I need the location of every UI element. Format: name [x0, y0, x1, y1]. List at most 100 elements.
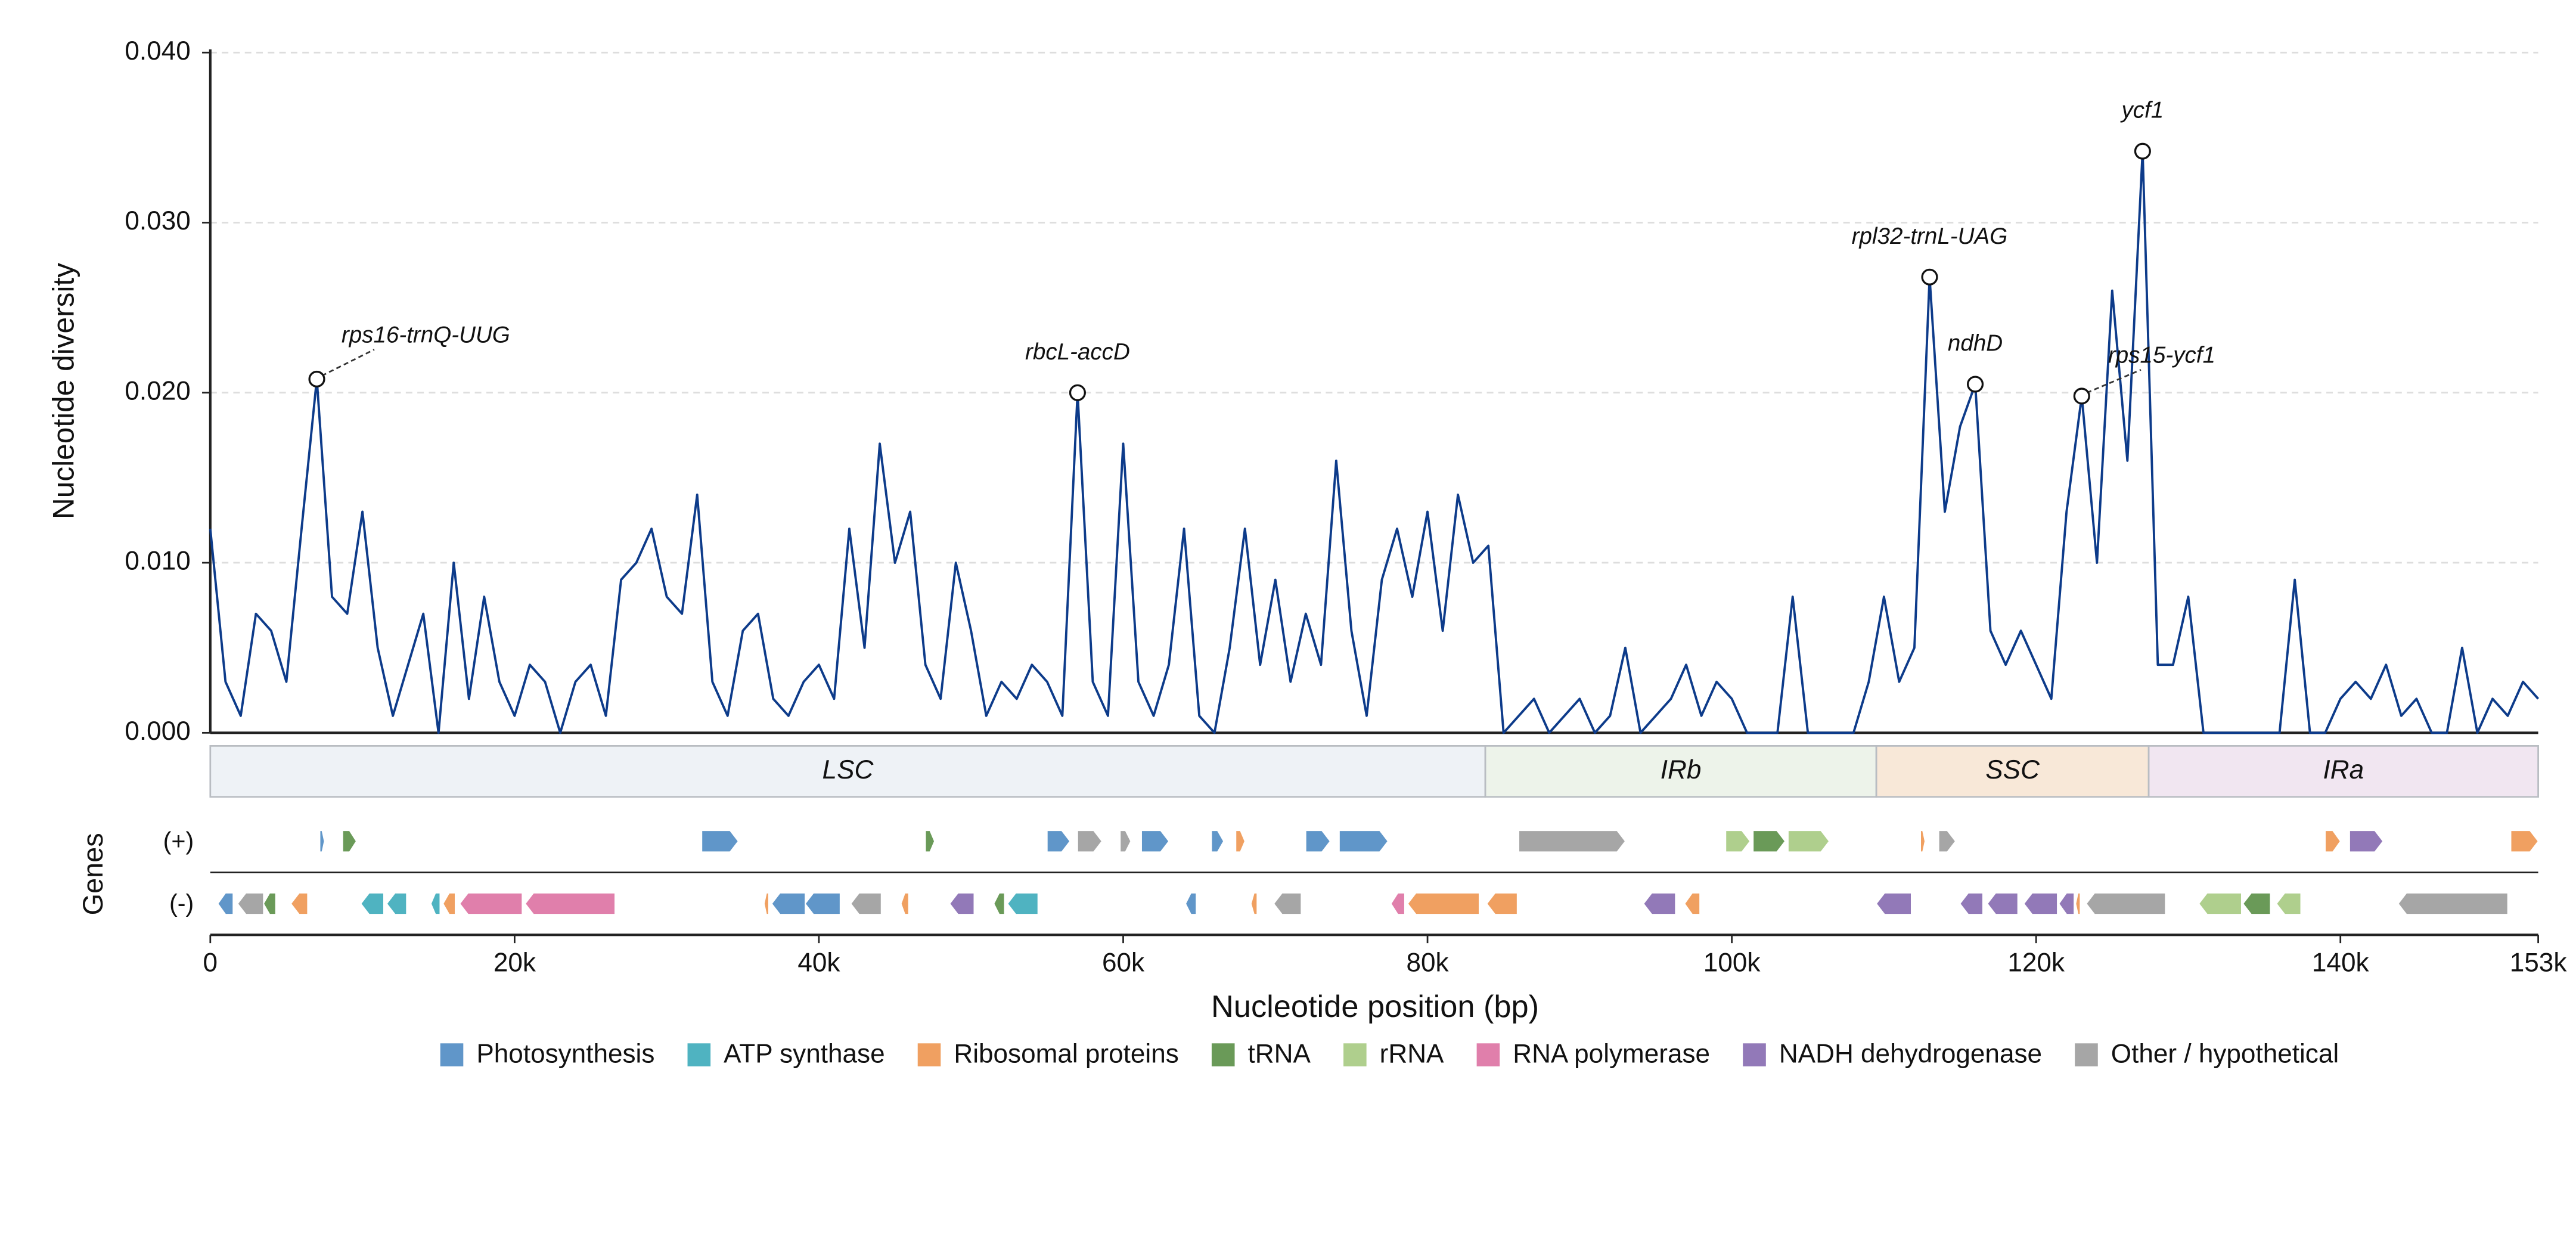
gene	[1141, 830, 1170, 852]
gene	[1119, 830, 1132, 852]
gene	[949, 892, 975, 915]
gene	[850, 892, 882, 915]
annotation-point	[2073, 387, 2090, 405]
legend-label: ATP synthase	[724, 1040, 884, 1069]
diversity-line	[209, 150, 2540, 734]
gene	[459, 892, 523, 915]
gene	[2324, 830, 2341, 852]
legend-swatch	[440, 1043, 464, 1066]
gene	[1390, 892, 1405, 915]
gene	[1876, 892, 1912, 915]
y-tick-label: 0.020	[125, 376, 190, 405]
gene	[1787, 830, 1830, 852]
annotation-label: rpl32-trnL-UAG	[1852, 224, 2008, 249]
x-tick-label: 40k	[797, 948, 840, 978]
gene	[386, 892, 407, 915]
region-label: LSC	[823, 755, 874, 784]
legend-swatch	[1343, 1043, 1367, 1066]
y-tick-label: 0.010	[125, 547, 190, 576]
y-tick-label: 0.040	[125, 36, 190, 66]
annotation-leader	[2086, 369, 2142, 394]
strand-label: (+)	[163, 827, 194, 855]
gene	[2075, 892, 2081, 915]
annotation-point	[1069, 384, 1086, 401]
legend-swatch	[687, 1043, 711, 1066]
y-tick-label: 0.030	[125, 206, 190, 235]
x-tick-label: 60k	[1102, 948, 1145, 978]
gene	[290, 892, 309, 915]
gene	[360, 892, 384, 915]
gene	[1185, 892, 1197, 915]
annotation-point	[2134, 142, 2151, 160]
gene	[1339, 830, 1389, 852]
legend-label: tRNA	[1248, 1040, 1311, 1069]
annotation-point	[1921, 268, 1938, 286]
gene	[764, 892, 769, 915]
gene	[701, 830, 739, 852]
gene	[1486, 892, 1518, 915]
legend-swatch	[1211, 1043, 1235, 1066]
legend-swatch	[1743, 1043, 1766, 1066]
gene	[430, 892, 441, 915]
region	[1875, 745, 2150, 798]
gene	[342, 830, 357, 852]
x-axis-label: Nucleotide position (bp)	[1211, 990, 1539, 1024]
region-label: IRb	[1661, 755, 1702, 784]
region-label: SSC	[1985, 755, 2040, 784]
annotation-label: rps16-trnQ-UUG	[342, 322, 510, 348]
legend-label: rRNA	[1380, 1040, 1444, 1069]
gene	[1920, 830, 1926, 852]
x-tick-label: 153k	[2510, 948, 2568, 978]
gene	[1047, 830, 1071, 852]
gene	[771, 892, 806, 915]
gene	[2349, 830, 2384, 852]
region	[2147, 745, 2539, 798]
gene	[1752, 830, 1786, 852]
region	[1484, 745, 1877, 798]
annotation-label: rbcL-accD	[1025, 339, 1130, 365]
gene	[2242, 892, 2271, 915]
strand-label: (-)	[169, 890, 194, 917]
x-tick-label: 120k	[2007, 948, 2065, 978]
gene	[1959, 892, 1984, 915]
gene	[2023, 892, 2058, 915]
legend-label: RNA polymerase	[1513, 1040, 1710, 1069]
gene	[1250, 892, 1258, 915]
gene	[1007, 892, 1039, 915]
annotation-label: rps15-ycf1	[2108, 343, 2215, 368]
gene	[1643, 892, 1676, 915]
gene	[804, 892, 841, 915]
gene	[2085, 892, 2166, 915]
gene	[2510, 830, 2539, 852]
gene	[263, 892, 277, 915]
gene	[217, 892, 234, 915]
gene	[524, 892, 616, 915]
annotation-label: ycf1	[2119, 98, 2164, 123]
gene	[1235, 830, 1246, 852]
gene	[237, 892, 265, 915]
gene	[2198, 892, 2242, 915]
gene	[2397, 892, 2509, 915]
gene	[2058, 892, 2075, 915]
gene	[2276, 892, 2302, 915]
x-tick-label: 100k	[1703, 948, 1761, 978]
annotation-point	[308, 370, 325, 388]
legend-label: NADH dehydrogenase	[1779, 1040, 2042, 1069]
gene	[1518, 830, 1626, 852]
gene	[1305, 830, 1331, 852]
legend-label: Ribosomal proteins	[954, 1040, 1178, 1069]
gene	[319, 830, 325, 852]
legend-label: Other / hypothetical	[2111, 1040, 2339, 1069]
x-tick-label: 20k	[494, 948, 536, 978]
x-tick-label: 80k	[1407, 948, 1450, 978]
gene	[442, 892, 456, 915]
annotation-point	[1967, 376, 1984, 393]
gene	[1725, 830, 1751, 852]
y-axis-label: Nucleotide diversity	[46, 263, 80, 519]
gene	[993, 892, 1005, 915]
x-tick-label: 140k	[2312, 948, 2370, 978]
annotation-leader	[321, 349, 375, 377]
legend-label: Photosynthesis	[476, 1040, 654, 1069]
